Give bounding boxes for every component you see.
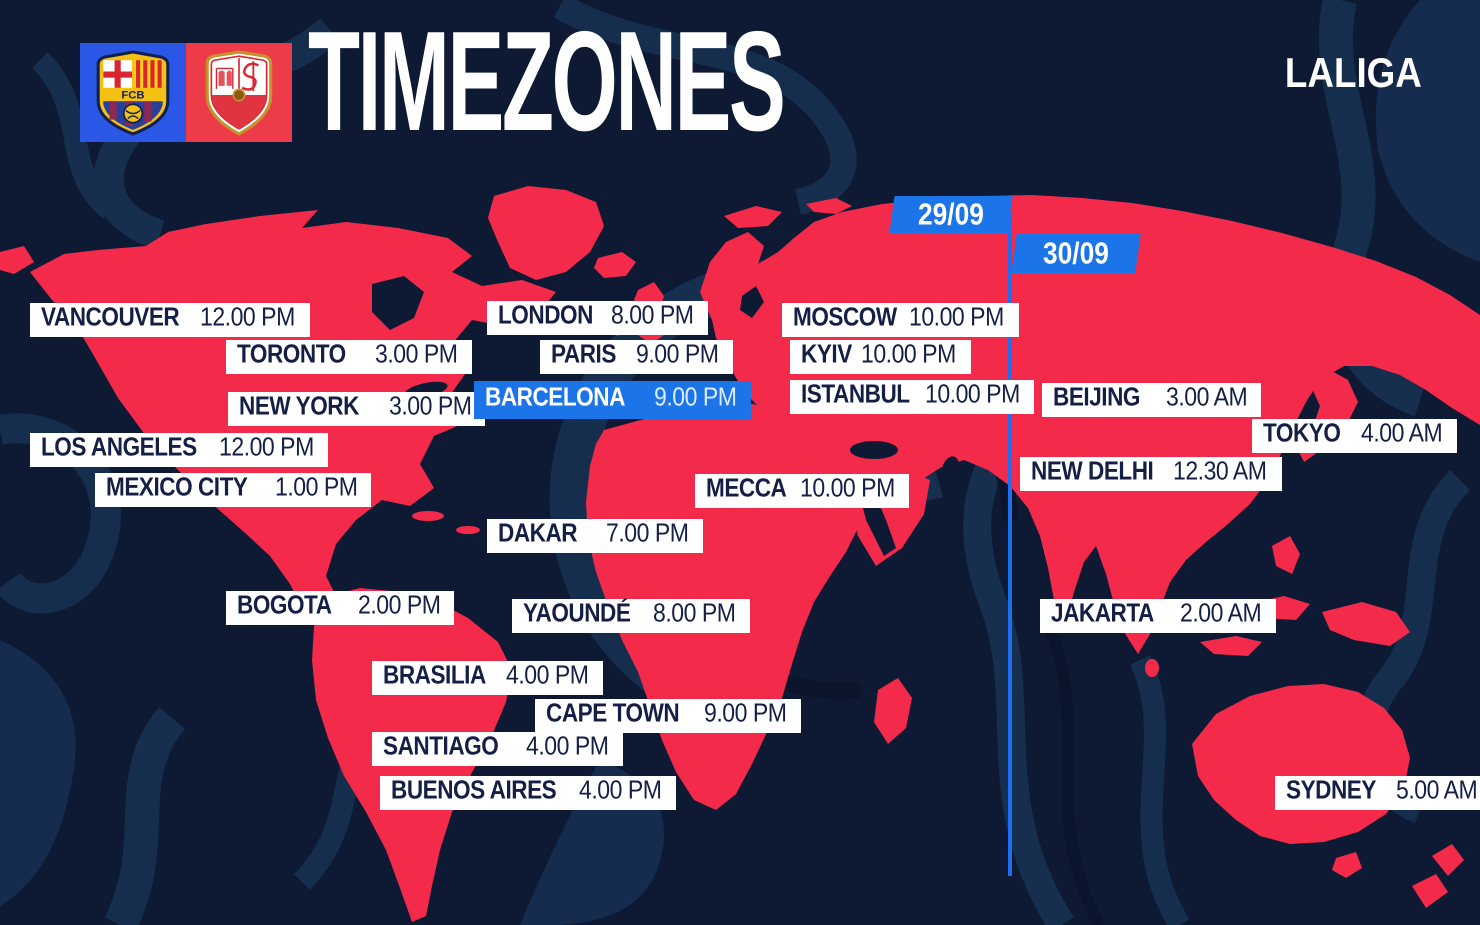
city-name: BOGOTA — [237, 591, 332, 620]
city-label-new-delhi: NEW DELHI 12.30 AM — [1020, 457, 1282, 492]
city-name: BUENOS AIRES — [391, 776, 557, 805]
city-name: MOSCOW — [793, 303, 897, 332]
city-time: 4.00 AM — [1361, 419, 1443, 448]
city-time: 12.00 PM — [218, 433, 314, 462]
barcelona-crest-panel: FCB — [80, 43, 186, 142]
city-label-paris: PARIS 9.00 PM — [540, 340, 733, 375]
greenland — [488, 186, 604, 280]
city-time: 5.00 AM — [1395, 776, 1478, 805]
fc-barcelona-crest-icon: FCB — [96, 49, 170, 136]
city-name: BARCELONA — [485, 383, 625, 412]
city-name: KYIV — [801, 340, 852, 369]
city-label-kyiv: KYIV 10.00 PM — [790, 340, 971, 375]
continent-australia — [1192, 684, 1410, 844]
city-label-barcelona: BARCELONA 9.00 PM — [474, 381, 751, 420]
city-time: 12.30 AM — [1173, 457, 1267, 486]
city-label-sydney: SYDNEY 5.00 AM — [1275, 776, 1480, 811]
city-name: MECCA — [706, 474, 787, 503]
continents — [0, 186, 1480, 922]
city-label-new-york: NEW YORK 3.00 PM — [228, 392, 486, 427]
city-label-mecca: MECCA 10.00 PM — [695, 474, 910, 509]
date-badge-2909: 29/09 — [889, 196, 1013, 233]
city-time: 12.00 PM — [200, 303, 295, 332]
sevilla-crest-panel — [186, 43, 292, 142]
city-time: 10.00 PM — [799, 474, 895, 503]
city-label-jakarta: JAKARTA 2.00 AM — [1040, 599, 1276, 634]
city-name: PARIS — [551, 340, 616, 369]
city-name: YAOUNDÉ — [523, 599, 631, 628]
city-time: 10.00 PM — [909, 303, 1005, 332]
city-name: DAKAR — [498, 519, 578, 548]
city-label-london: LONDON 8.00 PM — [487, 301, 708, 336]
city-name: LOS ANGELES — [41, 433, 197, 462]
city-label-bogota: BOGOTA 2.00 PM — [226, 591, 455, 626]
city-time: 3.00 PM — [374, 340, 458, 369]
city-label-mexico-city: MEXICO CITY 1.00 PM — [95, 473, 372, 508]
city-time: 7.00 PM — [606, 519, 689, 548]
city-label-santiago: SANTIAGO 4.00 PM — [372, 732, 623, 767]
city-label-yaounde: YAOUNDÉ 8.00 PM — [512, 599, 751, 634]
philippines — [1272, 536, 1300, 574]
city-time: 2.00 AM — [1180, 599, 1262, 628]
city-name: SANTIAGO — [383, 732, 499, 761]
city-name: BEIJING — [1053, 383, 1140, 412]
city-name: NEW DELHI — [1031, 457, 1154, 486]
city-time: 9.00 PM — [636, 340, 719, 369]
city-label-toronto: TORONTO 3.00 PM — [226, 340, 472, 375]
city-time: 8.00 PM — [611, 301, 694, 330]
city-time: 2.00 PM — [357, 591, 441, 620]
city-label-istanbul: ISTANBUL 10.00 PM — [790, 380, 1035, 415]
date-badge-3009: 30/09 — [1011, 234, 1141, 273]
city-label-tokyo: TOKYO 4.00 AM — [1252, 419, 1457, 454]
city-name: NEW YORK — [239, 392, 359, 421]
city-name: LONDON — [498, 301, 593, 330]
date-badge-label: 30/09 — [1043, 236, 1109, 270]
city-name: BRASILIA — [383, 661, 486, 690]
city-time: 4.00 PM — [525, 732, 609, 761]
city-label-beijing: BEIJING 3.00 AM — [1042, 383, 1262, 418]
city-label-buenos-aires: BUENOS AIRES 4.00 PM — [380, 776, 676, 811]
city-label-cape-town: CAPE TOWN 9.00 PM — [535, 699, 801, 734]
city-label-dakar: DAKAR 7.00 PM — [487, 519, 704, 554]
city-time: 4.00 PM — [578, 776, 662, 805]
city-name: JAKARTA — [1051, 599, 1154, 628]
city-name: CAPE TOWN — [546, 699, 680, 728]
iceland — [594, 252, 636, 278]
madagascar — [874, 678, 912, 744]
city-time: 1.00 PM — [274, 473, 358, 502]
date-divider-line — [1008, 212, 1012, 876]
club-crests: FCB — [80, 43, 292, 142]
sevilla-fc-crest-icon — [205, 49, 273, 136]
city-name: ISTANBUL — [801, 380, 910, 409]
city-time: 3.00 PM — [388, 392, 472, 421]
continent-north-america — [30, 210, 556, 644]
page-title: TIMEZONES — [308, 2, 786, 161]
city-name: MEXICO CITY — [106, 473, 248, 502]
city-name: TOKYO — [1263, 419, 1341, 448]
city-time: 9.00 PM — [703, 699, 787, 728]
city-time: 4.00 PM — [506, 661, 589, 690]
city-time: 8.00 PM — [653, 599, 736, 628]
city-name: SYDNEY — [1286, 776, 1376, 805]
fcb-initials: FCB — [121, 89, 144, 101]
city-name: TORONTO — [237, 340, 346, 369]
papua — [1322, 602, 1410, 646]
date-badge-label: 29/09 — [918, 197, 984, 231]
city-time: 10.00 PM — [861, 340, 956, 369]
city-name: VANCOUVER — [41, 303, 180, 332]
city-time: 3.00 AM — [1165, 383, 1248, 412]
city-time: 9.00 PM — [653, 383, 737, 412]
laliga-logo: LALIGA — [1285, 50, 1422, 97]
new-zealand — [1432, 844, 1464, 876]
city-label-moscow: MOSCOW 10.00 PM — [782, 303, 1020, 338]
city-label-brasilia: BRASILIA 4.00 PM — [372, 661, 604, 696]
city-label-vancouver: VANCOUVER 12.00 PM — [30, 303, 310, 338]
city-label-los-angeles: LOS ANGELES 12.00 PM — [30, 433, 329, 468]
city-time: 10.00 PM — [924, 380, 1020, 409]
